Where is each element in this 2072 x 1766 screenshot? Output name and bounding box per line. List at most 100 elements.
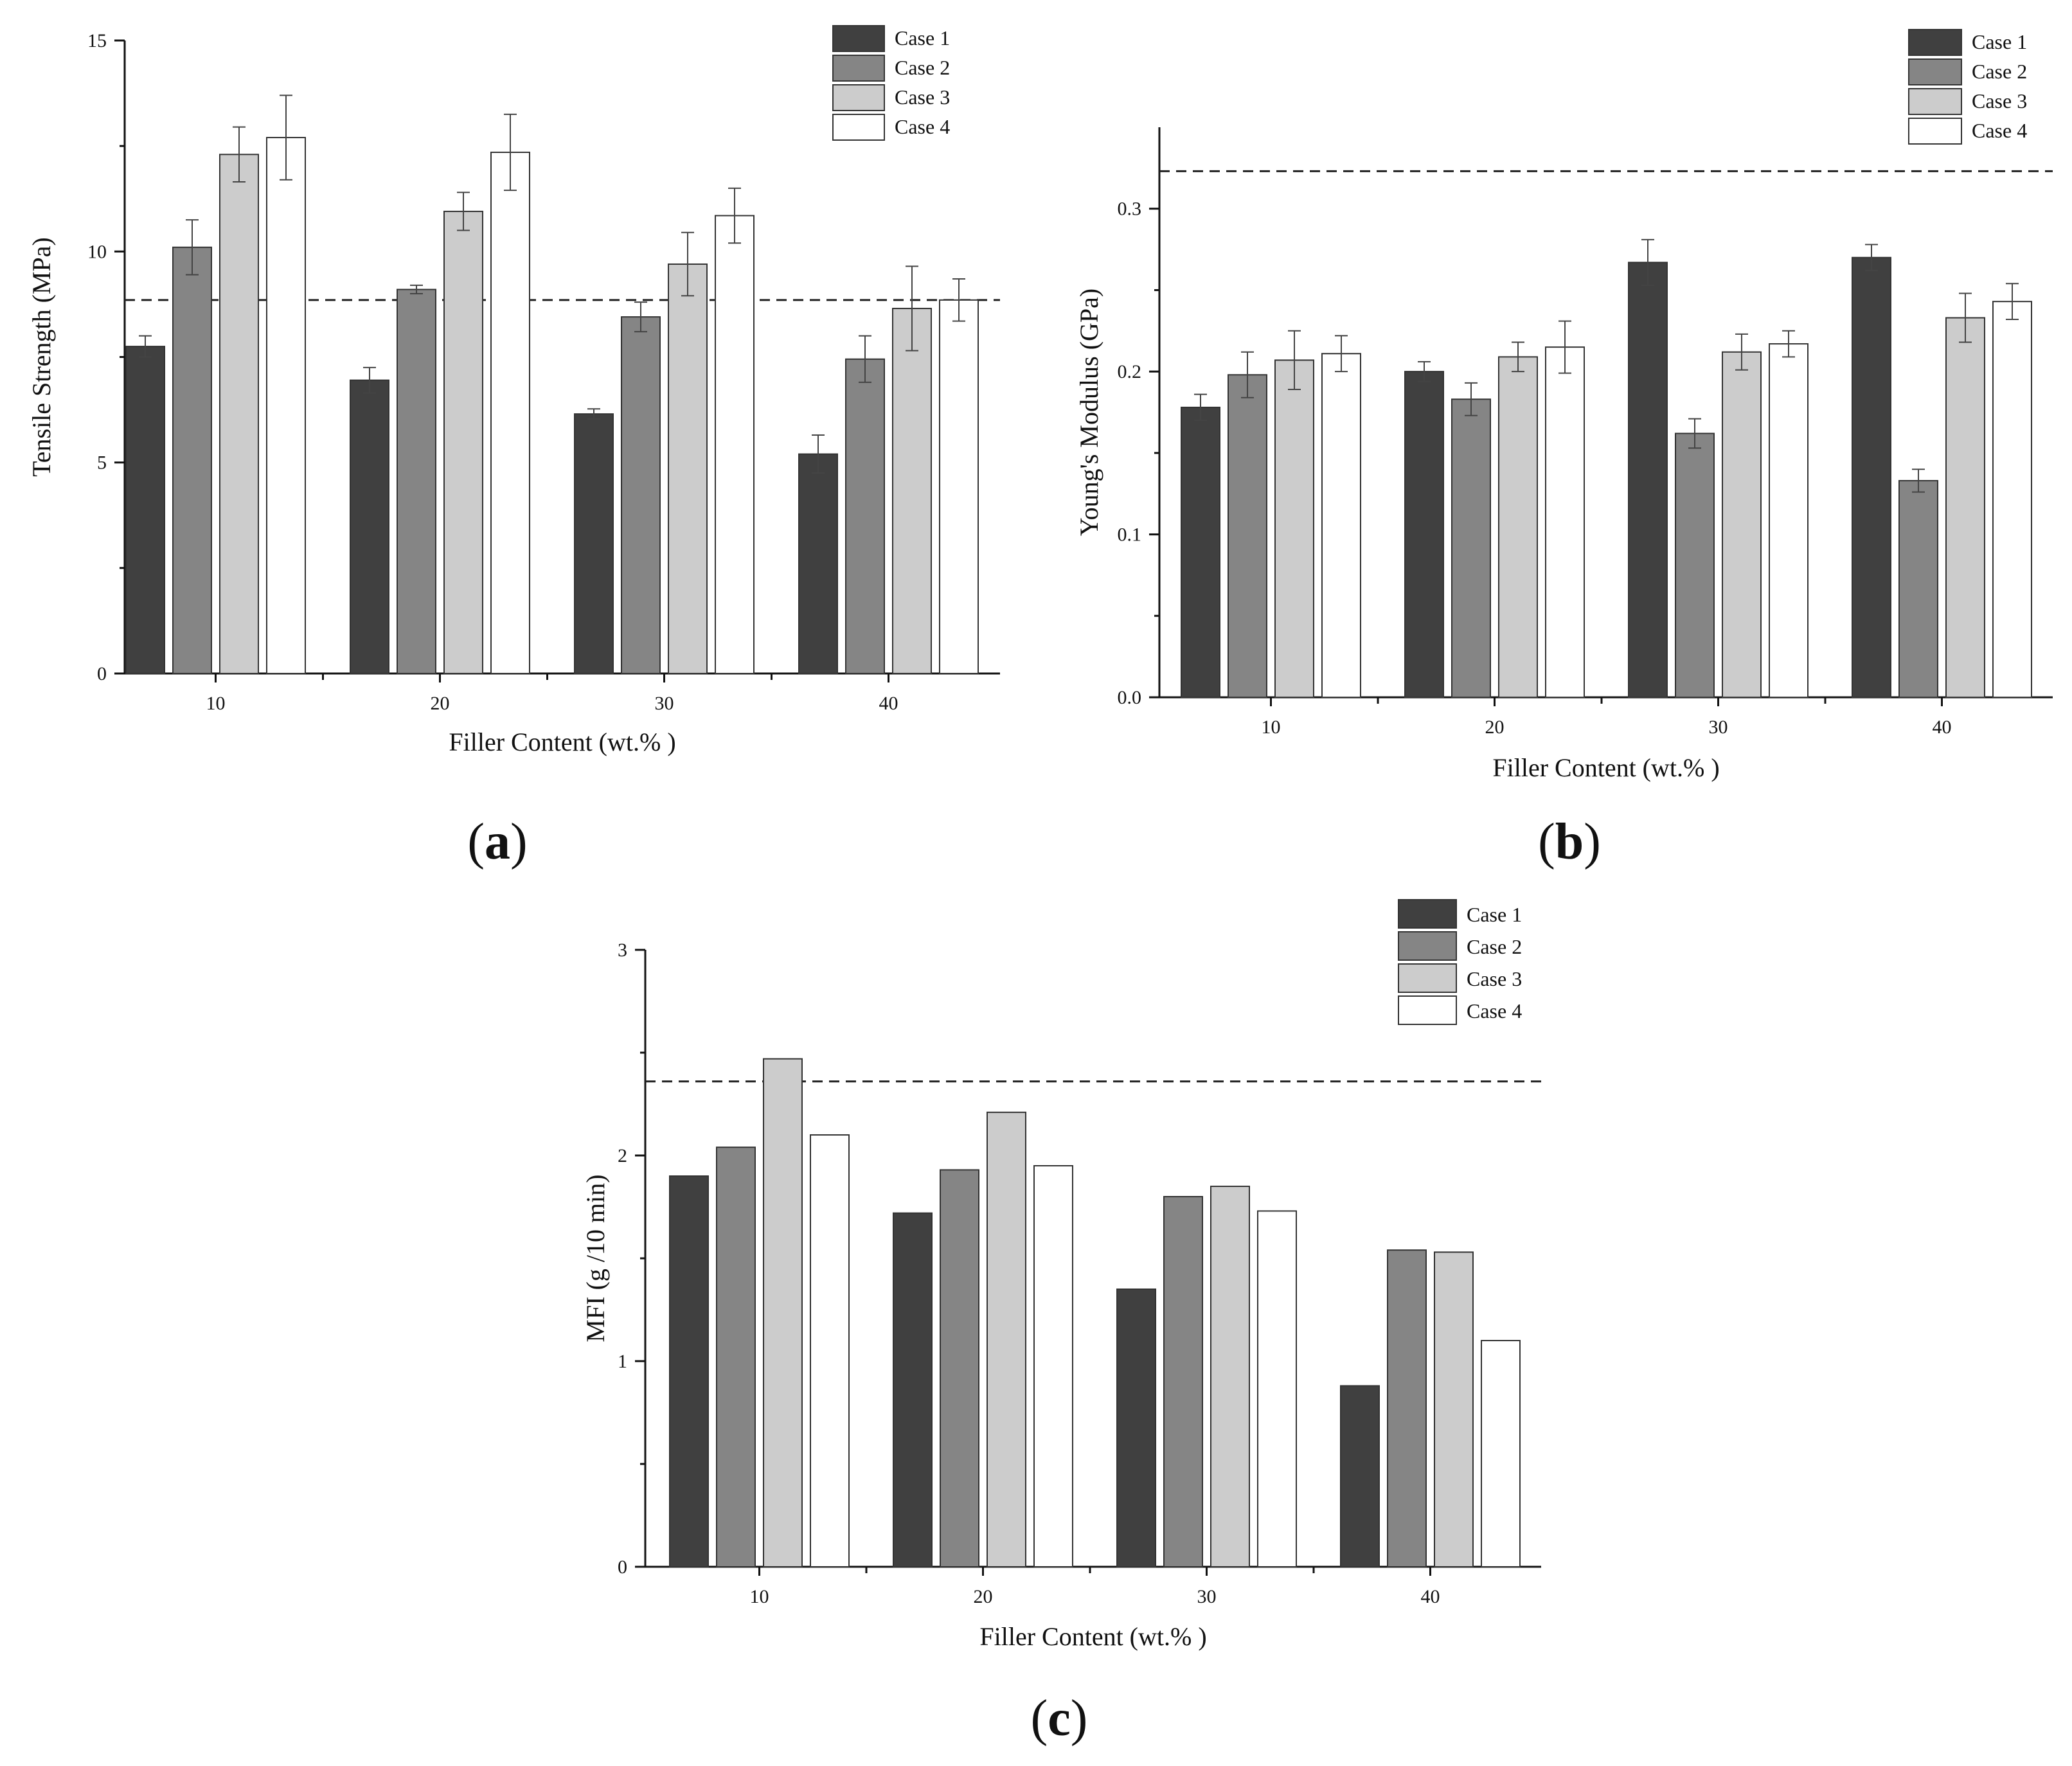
bar-case1-20 <box>350 379 389 674</box>
bar-case3-40 <box>1434 1251 1474 1568</box>
legend-swatch-1 <box>1398 899 1457 929</box>
x-tick-label: 20 <box>1485 717 1505 738</box>
bar-case1-30 <box>1116 1289 1156 1567</box>
bar-case2-10 <box>172 246 212 674</box>
bar-case4-40 <box>939 299 979 675</box>
bar-case4-40 <box>1992 301 2032 698</box>
legend-swatch-2 <box>1398 931 1457 961</box>
x-tick-label: 30 <box>655 693 674 714</box>
y-axis-label: MFI (g /10 min) <box>581 1174 610 1342</box>
caption-part: ) <box>1584 814 1601 870</box>
bar-case2-10 <box>716 1146 756 1567</box>
y-tick-label: 0.3 <box>1118 199 1142 220</box>
x-tick-label: 40 <box>879 693 898 714</box>
panel-caption: (b) <box>1538 814 1601 870</box>
bar-case4-30 <box>1769 343 1809 698</box>
panel-caption: (a) <box>467 814 527 870</box>
bar-case1-40 <box>1852 256 1891 698</box>
y-tick-label: 5 <box>97 452 107 474</box>
bar-case3-20 <box>443 210 483 674</box>
y-axis-label: Young's Modulus (GPa) <box>1075 289 1103 536</box>
bar-case4-10 <box>810 1134 850 1567</box>
bar-case4-20 <box>490 152 530 674</box>
bar-case4-10 <box>266 137 306 675</box>
caption-part: b <box>1555 814 1584 870</box>
bar-case3-30 <box>1210 1186 1250 1567</box>
bar-case2-20 <box>1451 398 1491 698</box>
legend-label: Case 3 <box>1972 89 2027 112</box>
legend-swatch-4 <box>1908 118 1962 145</box>
panel-c: 0 1 2 3 10 20 30 40 Filler Content (wt.% ) MFI (g… <box>581 899 1541 1747</box>
y-tick-label: 0.1 <box>1118 524 1142 546</box>
bar-case4-30 <box>715 215 755 674</box>
bar-case3-20 <box>1498 356 1538 698</box>
bar-case1-30 <box>1628 262 1668 698</box>
legend-label: Case 3 <box>1467 967 1522 990</box>
panel-caption: (c) <box>1031 1690 1088 1747</box>
bar-case1-10 <box>669 1175 709 1567</box>
panel-a: 0 5 10 15 10 20 30 40 Filler Content (wt.% ) Tens… <box>27 25 1000 870</box>
y-tick-label: 15 <box>87 30 107 51</box>
caption-part: c <box>1048 1690 1071 1747</box>
bar-case2-40 <box>1387 1249 1427 1567</box>
legend-swatch-3 <box>1908 88 1962 115</box>
y-tick-label: 0 <box>97 663 107 684</box>
bar-case3-30 <box>668 263 708 674</box>
legend-label: Case 4 <box>895 115 950 138</box>
x-tick-label: 20 <box>431 693 450 714</box>
bar-case2-10 <box>1228 374 1267 698</box>
bar-case4-40 <box>1481 1340 1521 1567</box>
legend-label: Case 4 <box>1467 999 1522 1022</box>
bar-case4-30 <box>1257 1210 1297 1567</box>
legend-swatch-2 <box>1908 58 1962 85</box>
bar-case2-40 <box>845 358 885 674</box>
bar-case1-30 <box>574 413 614 675</box>
y-tick-label: 2 <box>618 1145 627 1166</box>
panel-b: 0.0 0.1 0.2 0.3 10 20 30 40 Filler Content (wt.%… <box>1075 29 2053 870</box>
bar-case1-10 <box>1181 406 1220 698</box>
legend-label: Case 1 <box>1467 903 1522 926</box>
bar-case1-40 <box>798 453 838 674</box>
bar-case2-30 <box>621 316 661 675</box>
y-tick-label: 10 <box>87 241 107 262</box>
legend-label: Case 3 <box>895 85 950 109</box>
legend-swatch-4 <box>832 114 885 141</box>
caption-part: ) <box>1071 1690 1088 1747</box>
caption-part: ) <box>510 814 528 870</box>
legend-swatch-3 <box>832 84 885 111</box>
legend-swatch-1 <box>1908 29 1962 56</box>
legend: Case 1 Case 2 Case 3 Case 4 <box>1908 29 2027 145</box>
bar-case1-10 <box>125 346 165 674</box>
legend-label: Case 2 <box>1972 60 2027 83</box>
legend-label: Case 1 <box>1972 30 2027 53</box>
bar-case2-30 <box>1163 1196 1203 1567</box>
legend-swatch-4 <box>1398 995 1457 1025</box>
caption-part: ( <box>467 814 485 870</box>
caption-part: ( <box>1538 814 1555 870</box>
bar-case3-40 <box>1945 317 1985 698</box>
bar-case2-40 <box>1898 479 1938 698</box>
legend: Case 1 Case 2 Case 3 Case 4 <box>832 25 950 141</box>
bar-case2-20 <box>397 289 436 674</box>
caption-part: ( <box>1031 1690 1048 1747</box>
x-tick-label: 10 <box>1262 717 1281 738</box>
bar-case4-10 <box>1321 353 1361 698</box>
bar-case2-30 <box>1675 433 1715 699</box>
bar-case3-10 <box>1274 359 1314 698</box>
bar-case4-20 <box>1033 1165 1073 1567</box>
x-tick-label: 10 <box>750 1586 769 1607</box>
x-tick-label: 10 <box>206 693 226 714</box>
y-tick-label: 1 <box>618 1351 627 1372</box>
bar-case2-20 <box>940 1169 979 1567</box>
bar-case3-30 <box>1722 351 1762 698</box>
legend-label: Case 2 <box>895 56 950 79</box>
y-tick-label: 3 <box>618 940 627 961</box>
legend-label: Case 1 <box>895 26 950 49</box>
legend: Case 1 Case 2 Case 3 Case 4 <box>1398 899 1522 1025</box>
y-tick-label: 0 <box>618 1556 627 1578</box>
legend-swatch-1 <box>832 25 885 52</box>
y-axis-label: Tensile Strength (MPa) <box>27 237 56 477</box>
x-tick-label: 40 <box>1421 1586 1440 1607</box>
x-tick-label: 30 <box>1709 717 1728 738</box>
